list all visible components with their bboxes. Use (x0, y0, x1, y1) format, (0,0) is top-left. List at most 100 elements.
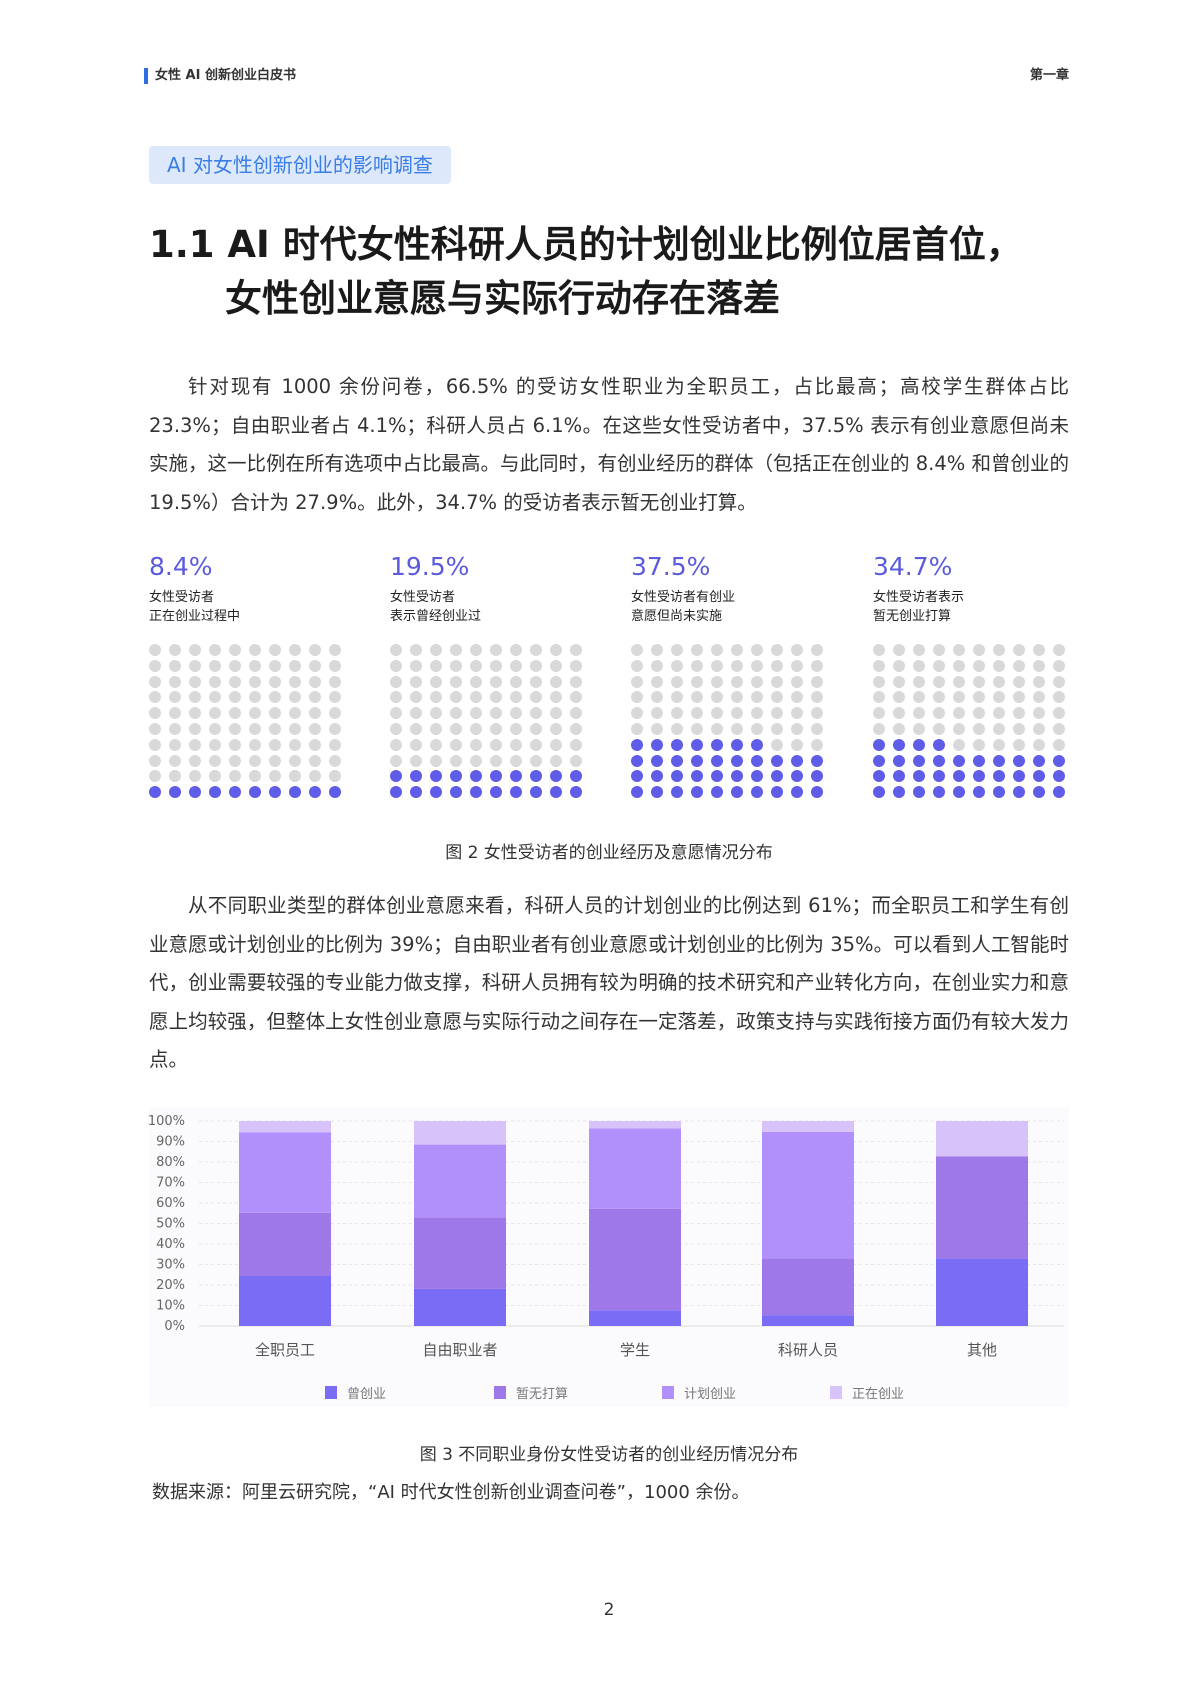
dot-empty (973, 644, 985, 656)
dot-empty (873, 722, 885, 735)
dot-empty (913, 722, 925, 735)
dot-empty (550, 644, 562, 656)
dot-empty (973, 738, 985, 751)
dot-empty (309, 722, 321, 735)
bar-segment (936, 1156, 1028, 1259)
dot-filled (1033, 770, 1045, 783)
dot-filled (1033, 754, 1045, 767)
dot-filled (289, 786, 301, 799)
dot-empty (550, 675, 562, 688)
dot-empty (410, 738, 422, 751)
dot-filled (751, 738, 763, 751)
dot-empty (410, 644, 422, 656)
dot-filled (169, 786, 181, 799)
dot-empty (631, 707, 643, 720)
dot-empty (711, 659, 723, 672)
dot-filled (711, 754, 723, 767)
dot-filled (993, 770, 1005, 783)
dot-empty (450, 738, 462, 751)
dot-filled (731, 754, 743, 767)
dot-empty (410, 691, 422, 704)
dot-empty (390, 644, 402, 656)
dot-filled (751, 786, 763, 799)
data-source: 数据来源：阿里云研究院，“AI 时代女性创新创业调查问卷”，1000 余份。 (152, 1482, 750, 1503)
dot-empty (691, 707, 703, 720)
dot-empty (973, 675, 985, 688)
dot-filled (209, 786, 221, 799)
dot-empty (209, 691, 221, 704)
dot-empty (933, 722, 945, 735)
dot-filled (329, 786, 341, 799)
dot-filled (430, 786, 442, 799)
dot-empty (309, 675, 321, 688)
dot-empty (973, 691, 985, 704)
legend-label: 正在创业 (852, 1387, 904, 1402)
dot-filled (771, 786, 783, 799)
dot-empty (229, 738, 241, 751)
dot-empty (289, 675, 301, 688)
bar-segment (762, 1121, 854, 1132)
dot-empty (309, 691, 321, 704)
dot-empty (510, 644, 522, 656)
dot-empty (1053, 722, 1065, 735)
dot-empty (229, 722, 241, 735)
paragraph-2: 从不同职业类型的群体创业意愿来看，科研人员的计划创业的比例达到 61%；而全职员… (149, 894, 1069, 1071)
dot-empty (149, 738, 161, 751)
bar-segment (414, 1288, 506, 1326)
dot-empty (169, 675, 181, 688)
dot-filled (651, 786, 663, 799)
dot-filled (873, 770, 885, 783)
dot-empty (410, 675, 422, 688)
stat-block: 19.5% 女性受访者 表示曾经创业过 (390, 552, 590, 799)
dot-filled (913, 754, 925, 767)
dot-filled (390, 786, 402, 799)
dot-filled (873, 738, 885, 751)
dot-filled (691, 786, 703, 799)
stat-label: 女性受访者 正在创业过程中 (149, 588, 349, 626)
dot-empty (490, 675, 502, 688)
dot-empty (229, 754, 241, 767)
dot-empty (811, 675, 823, 688)
dot-empty (189, 659, 201, 672)
dot-empty (691, 644, 703, 656)
x-tick-label: 学生 (620, 1341, 650, 1359)
dot-empty (430, 644, 442, 656)
dot-empty (169, 644, 181, 656)
dot-empty (933, 659, 945, 672)
dot-empty (651, 644, 663, 656)
dot-filled (691, 770, 703, 783)
dot-filled (390, 770, 402, 783)
stat-label-line: 女性受访者 (390, 590, 456, 605)
dot-filled (731, 786, 743, 799)
dot-empty (169, 707, 181, 720)
bar-segment (762, 1315, 854, 1326)
bar-segment (936, 1121, 1028, 1157)
dot-filled (631, 770, 643, 783)
dot-filled (711, 738, 723, 751)
dot-filled (973, 754, 985, 767)
dot-empty (631, 675, 643, 688)
dot-empty (953, 691, 965, 704)
dot-empty (430, 675, 442, 688)
dot-filled (510, 770, 522, 783)
stacked-bar-chart: 0% 10% 20% 30% 40% 50% 60% 70% 80% 90% 100% 全职员工 自由职… (148, 1107, 1069, 1407)
heading-line-2: 女性创业意愿与实际行动存在落差 (225, 277, 780, 320)
dot-empty (731, 675, 743, 688)
dot-empty (651, 691, 663, 704)
dot-empty (329, 707, 341, 720)
dot-empty (1053, 659, 1065, 672)
section-heading: 1.1 AI 时代女性科研人员的计划创业比例位居首位， 女性创业意愿与实际行动存… (149, 218, 1023, 326)
dot-filled (470, 770, 482, 783)
dot-empty (711, 644, 723, 656)
dot-empty (530, 675, 542, 688)
dot-empty (470, 754, 482, 767)
dot-empty (510, 659, 522, 672)
dot-empty (530, 659, 542, 672)
dot-empty (470, 707, 482, 720)
dot-empty (1013, 644, 1025, 656)
dot-empty (933, 691, 945, 704)
chapter-label: 第一章 (1029, 68, 1069, 83)
dot-empty (1033, 675, 1045, 688)
dot-filled (550, 786, 562, 799)
y-tick-label: 60% (156, 1196, 185, 1211)
